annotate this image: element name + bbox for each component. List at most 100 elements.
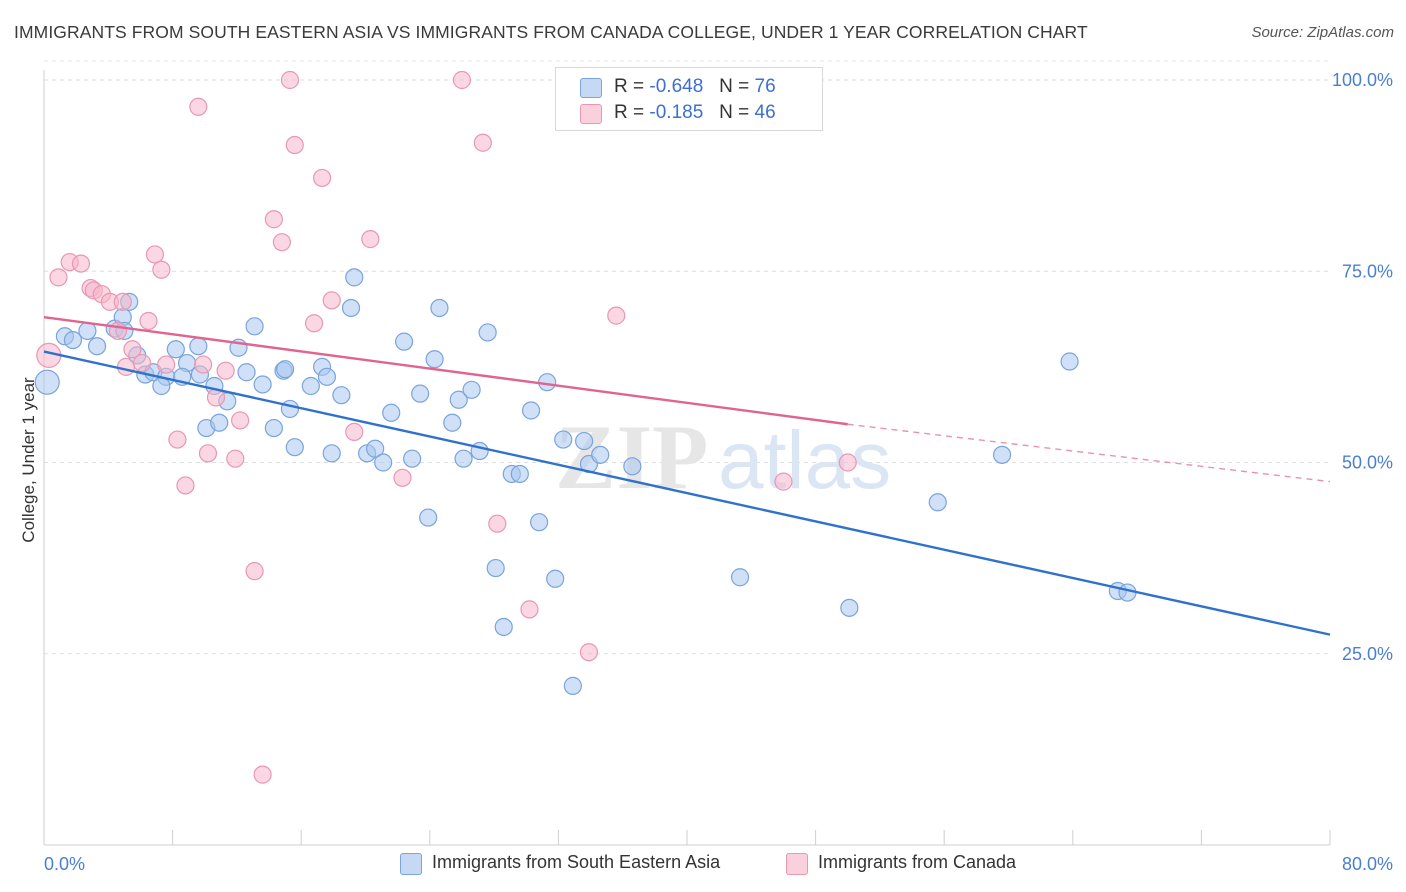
point-canada-10 — [123, 340, 142, 359]
point-sea-40 — [394, 332, 414, 351]
bottom-legend-swatch-pink — [786, 853, 808, 875]
point-canada-14 — [145, 245, 165, 264]
point-sea-2 — [63, 331, 83, 350]
legend-r-value: -0.648 — [649, 76, 704, 97]
point-sea-49 — [462, 380, 481, 399]
point-sea-39 — [382, 403, 401, 422]
point-sea-34 — [341, 298, 361, 318]
trend-lines — [43, 315, 1331, 636]
point-sea-44 — [425, 350, 444, 369]
x-tick-label-min: 0.0% — [44, 854, 85, 874]
chart-title: IMMIGRANTS FROM SOUTH EASTERN ASIA VS IM… — [14, 22, 1088, 42]
point-sea-23 — [245, 317, 264, 336]
y-tick-label-0: 25.0% — [1342, 644, 1393, 664]
point-sea-57 — [530, 513, 549, 532]
point-sea-12 — [152, 376, 171, 396]
point-sea-27 — [280, 399, 300, 419]
point-sea-32 — [322, 444, 341, 463]
point-canada-28 — [264, 210, 283, 229]
bottom-legend-swatch-blue — [400, 853, 422, 875]
point-canada-26 — [245, 562, 264, 581]
point-sea-61 — [563, 676, 582, 695]
trend-line-canada-extension — [847, 423, 1331, 483]
axes — [43, 70, 1331, 846]
point-canada-35 — [345, 422, 364, 441]
point-canada-17 — [168, 430, 187, 449]
point-canada-20 — [194, 355, 213, 374]
point-sea-52 — [486, 558, 505, 578]
point-sea-56 — [521, 401, 541, 420]
point-sea-73 — [276, 360, 295, 379]
trend-line-sea — [43, 350, 1331, 636]
bottom-legend-label: Immigrants from South Eastern Asia — [432, 852, 721, 872]
series-canada-points — [36, 70, 857, 784]
point-sea-38 — [374, 453, 393, 472]
point-sea-46 — [443, 413, 462, 432]
point-canada-32 — [304, 314, 324, 333]
point-sea-60 — [554, 430, 573, 449]
legend-n-value: 76 — [754, 76, 776, 97]
point-canada-16 — [157, 355, 176, 374]
point-sea-48 — [454, 449, 473, 468]
y-tick-labels: 25.0% 50.0% 75.0% 100.0% — [1332, 70, 1393, 664]
point-sea-3 — [78, 321, 97, 341]
point-canada-27 — [253, 765, 272, 784]
point-sea-59 — [546, 569, 565, 588]
point-canada-31 — [285, 135, 304, 155]
legend-swatch-pink — [580, 104, 602, 124]
point-canada-25 — [231, 411, 250, 430]
point-canada-3 — [71, 254, 91, 273]
correlation-legend: R = -0.648 N = 76 R = -0.185 N = 46 — [555, 67, 823, 131]
point-sea-53 — [494, 617, 513, 637]
point-canada-30 — [280, 70, 300, 90]
point-sea-65 — [623, 457, 642, 476]
x-tick-label-max: 80.0% — [1342, 854, 1393, 874]
point-canada-29 — [272, 233, 292, 252]
point-sea-42 — [411, 384, 430, 403]
point-canada-41 — [520, 600, 539, 619]
point-canada-43 — [607, 306, 626, 325]
point-canada-11 — [116, 357, 136, 376]
point-canada-21 — [198, 444, 218, 463]
point-sea-69 — [992, 445, 1012, 464]
point-sea-51 — [478, 323, 497, 342]
y-tick-label-2: 75.0% — [1342, 261, 1393, 281]
point-canada-37 — [393, 468, 412, 487]
point-sea-4 — [87, 337, 107, 356]
point-sea-18 — [210, 413, 229, 432]
legend-r-label: R = — [614, 76, 645, 97]
point-canada-33 — [312, 168, 332, 188]
point-sea-24 — [253, 375, 272, 394]
point-sea-45 — [430, 298, 449, 318]
point-sea-22 — [237, 363, 256, 382]
watermark: ZIP atlas — [555, 406, 891, 508]
legend-r-value: -0.185 — [649, 102, 704, 123]
point-canada-12 — [132, 353, 152, 373]
point-canada-23 — [216, 361, 235, 380]
point-sea-28 — [285, 438, 304, 457]
point-canada-15 — [152, 260, 171, 279]
point-sea-16 — [189, 337, 208, 356]
point-sea-41 — [403, 449, 422, 468]
point-sea-29 — [301, 376, 320, 396]
point-sea-66 — [730, 568, 750, 587]
point-sea-58 — [538, 373, 557, 392]
point-sea-37 — [366, 439, 385, 458]
point-canada-18 — [176, 476, 195, 495]
point-sea-13 — [166, 340, 185, 359]
y-tick-label-1: 50.0% — [1342, 453, 1393, 473]
bottom-legend-label: Immigrants from Canada — [818, 852, 1017, 872]
point-canada-36 — [361, 230, 380, 249]
point-sea-67 — [840, 598, 859, 617]
point-sea-62 — [575, 431, 594, 451]
point-sea-47 — [449, 390, 468, 409]
point-canada-40 — [488, 514, 507, 533]
point-canada-42 — [579, 643, 599, 662]
legend-r-label: R = — [614, 102, 645, 123]
source-label: Source: ZipAtlas.com — [1251, 24, 1394, 41]
watermark-atlas: atlas — [718, 415, 891, 506]
trend-line-canada — [43, 315, 848, 426]
point-canada-13 — [139, 311, 158, 331]
point-canada-24 — [226, 449, 245, 468]
